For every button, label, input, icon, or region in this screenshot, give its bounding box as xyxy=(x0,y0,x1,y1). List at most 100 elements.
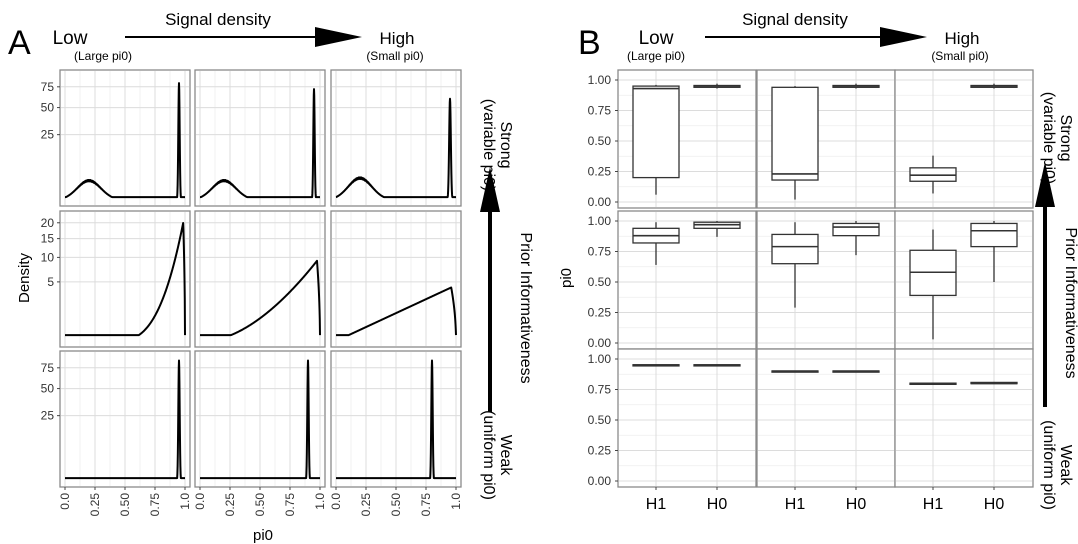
panel-b-side-strong-sub: (variable pi0) xyxy=(1040,92,1057,184)
box-panel-r1-c2 xyxy=(894,210,1034,350)
panel-a-header-high: High xyxy=(380,29,415,48)
x-tick-label: 0.50 xyxy=(253,493,267,517)
y-tick-label: 25 xyxy=(41,128,55,142)
y-tick-label: 0.75 xyxy=(588,245,612,259)
y-tick-label: 0.00 xyxy=(588,195,612,209)
box-panel-frame xyxy=(756,348,896,488)
density-panel-r0-c0 xyxy=(59,69,191,207)
box-panel-frame xyxy=(894,348,1034,488)
x-tick-label: 1.0 xyxy=(449,493,463,510)
y-tick-label: 0.25 xyxy=(588,165,612,179)
panel-a-header-signal: Signal density xyxy=(165,10,271,29)
x-category-label: H0 xyxy=(984,496,1005,513)
density-panel-r0-c1 xyxy=(194,69,326,207)
panel-a-header-low: Low xyxy=(53,28,88,49)
panel-a-side-prior: Prior Informativeness xyxy=(517,232,534,383)
box-panel-r2-c1 xyxy=(756,348,896,488)
x-tick-label: 0.75 xyxy=(148,493,162,517)
x-tick-label: 0.25 xyxy=(359,493,373,517)
box-panel-r2-c0 xyxy=(617,348,757,488)
y-tick-label: 5 xyxy=(47,275,54,289)
panel-b-y-axis-label: pi0 xyxy=(558,268,575,288)
density-curve xyxy=(335,286,457,337)
y-tick-label: 0.00 xyxy=(588,336,612,350)
density-panel-r1-c1 xyxy=(194,210,326,348)
y-tick-label: 0.50 xyxy=(588,275,612,289)
density-panel-r2-c2 xyxy=(330,350,462,488)
density-curve xyxy=(335,359,457,480)
panel-b-header-high-sub: (Small pi0) xyxy=(931,49,988,63)
density-panel-r0-c2 xyxy=(330,69,462,207)
panel-a-header-high-sub: (Small pi0) xyxy=(366,49,423,63)
panel-b-side-weak: Weak xyxy=(1057,445,1074,487)
y-tick-label: 75 xyxy=(41,361,55,375)
box-panel-r2-c2 xyxy=(894,348,1034,488)
x-tick-label: 0.50 xyxy=(118,493,132,517)
panel-a-side-strong-sub: (variable pi0) xyxy=(480,99,497,191)
x-category-label: H1 xyxy=(646,496,667,513)
box-panel-frame xyxy=(617,348,757,488)
box-h0 xyxy=(970,222,1018,248)
x-tick-label: 1.0 xyxy=(313,493,327,510)
y-tick-label: 0.25 xyxy=(588,306,612,320)
panel-a-side-strong: Strong xyxy=(497,121,514,168)
density-panel-r2-c1 xyxy=(194,350,326,488)
density-curve xyxy=(64,359,186,480)
x-category-label: H1 xyxy=(923,496,944,513)
box-panel-r0-c1 xyxy=(756,69,896,209)
x-tick-label: 0.75 xyxy=(419,493,433,517)
panel-a-side-weak: Weak xyxy=(497,435,514,477)
panel-b-letter: B xyxy=(578,24,601,62)
panel-b-header-low: Low xyxy=(639,28,674,49)
y-tick-label: 25 xyxy=(41,409,55,423)
density-panel-r1-c2 xyxy=(330,210,462,348)
box-panel-r1-c0 xyxy=(617,210,757,350)
x-tick-label: 1.0 xyxy=(178,493,192,510)
y-tick-label: 1.00 xyxy=(588,73,612,87)
y-tick-label: 50 xyxy=(41,101,55,115)
panel-b-boxplot-grid: 0.00 0.25 0.50 0.75 1.00 0.00 0.25 0.50 0.75 1.00… xyxy=(588,69,1034,513)
panel-a-x-axis-label: pi0 xyxy=(253,527,273,544)
density-curve xyxy=(199,359,321,480)
y-tick-label: 1.00 xyxy=(588,352,612,366)
box-h1 xyxy=(632,85,680,179)
x-tick-label: 0.50 xyxy=(389,493,403,517)
panel-a-y-axis-label: Density xyxy=(16,252,33,303)
x-tick-label: 0.75 xyxy=(283,493,297,517)
y-tick-label: 15 xyxy=(41,232,55,246)
density-curve xyxy=(199,88,321,199)
y-tick-label: 0.75 xyxy=(588,383,612,397)
panel-a-header-low-sub: (Large pi0) xyxy=(74,49,132,63)
panel-a-signal-arrow xyxy=(125,27,362,47)
box-panel-frame xyxy=(894,69,1034,209)
panel-a-letter: A xyxy=(8,24,31,62)
x-category-label: H0 xyxy=(707,496,728,513)
x-tick-label: 0.25 xyxy=(223,493,237,517)
y-tick-label: 75 xyxy=(41,80,55,94)
y-tick-label: 0.25 xyxy=(588,444,612,458)
panel-b-header-low-sub: (Large pi0) xyxy=(627,49,685,63)
panel-b-header-high: High xyxy=(945,29,980,48)
y-tick-label: 0.00 xyxy=(588,474,612,488)
box-panel-r0-c0 xyxy=(617,69,757,209)
box-h0 xyxy=(832,222,880,237)
box-h1 xyxy=(771,233,819,265)
box-h1 xyxy=(771,86,819,181)
density-curve xyxy=(64,82,186,199)
y-tick-label: 0.50 xyxy=(588,413,612,427)
panel-b-side-weak-sub: (uniform pi0) xyxy=(1040,420,1057,510)
x-category-label: H0 xyxy=(846,496,867,513)
y-tick-label: 20 xyxy=(41,216,55,230)
x-tick-label: 0.0 xyxy=(58,493,72,510)
x-tick-label: 0.0 xyxy=(193,493,207,510)
density-curve xyxy=(335,97,457,199)
y-tick-label: 10 xyxy=(41,250,55,264)
density-curve xyxy=(199,259,321,337)
x-tick-label: 0.0 xyxy=(329,493,343,510)
box-panel-r1-c1 xyxy=(756,210,896,350)
x-tick-label: 0.25 xyxy=(88,493,102,517)
panel-b-side-prior: Prior Informativeness xyxy=(1062,227,1078,378)
density-curve xyxy=(64,222,186,337)
